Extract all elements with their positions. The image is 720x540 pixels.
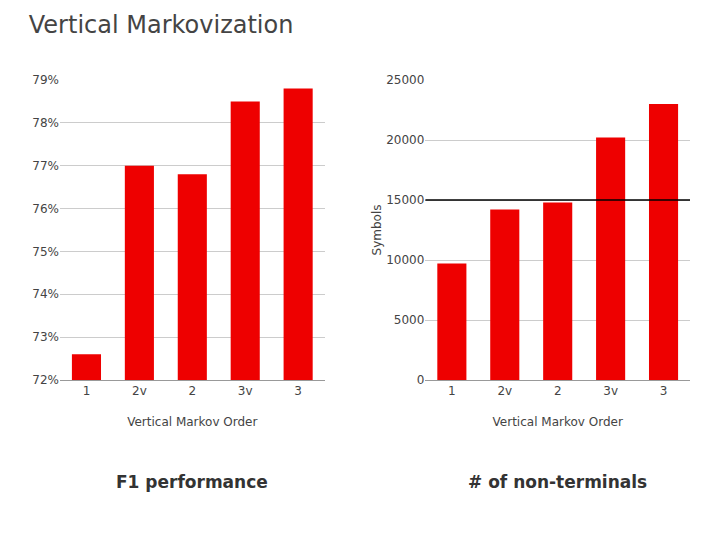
svg-text:75%: 75%	[32, 245, 59, 259]
svg-text:5000: 5000	[394, 313, 425, 327]
svg-text:3: 3	[294, 384, 302, 398]
svg-text:2v: 2v	[497, 384, 512, 398]
svg-text:73%: 73%	[32, 330, 59, 344]
svg-text:2v: 2v	[132, 384, 147, 398]
svg-text:15000: 15000	[386, 193, 424, 207]
svg-text:79%: 79%	[32, 73, 59, 87]
svg-text:77%: 77%	[32, 159, 59, 173]
svg-text:Symbols: Symbols	[370, 205, 384, 256]
svg-text:72%: 72%	[32, 373, 59, 387]
svg-text:1: 1	[83, 384, 91, 398]
svg-text:3: 3	[660, 384, 668, 398]
svg-text:76%: 76%	[32, 202, 59, 216]
svg-text:74%: 74%	[32, 287, 59, 301]
svg-text:3v: 3v	[238, 384, 253, 398]
svg-text:2: 2	[554, 384, 562, 398]
svg-text:0: 0	[417, 373, 425, 387]
svg-text:1: 1	[448, 384, 456, 398]
svg-text:F1 performance: F1 performance	[116, 472, 268, 492]
svg-text:# of non-terminals: # of non-terminals	[468, 472, 647, 492]
svg-text:3v: 3v	[603, 384, 618, 398]
svg-text:Vertical Markov Order: Vertical Markov Order	[127, 415, 257, 429]
svg-text:Vertical Markovization: Vertical Markovization	[29, 11, 294, 39]
svg-text:25000: 25000	[386, 73, 424, 87]
svg-text:20000: 20000	[386, 133, 424, 147]
svg-text:Vertical Markov Order: Vertical Markov Order	[493, 415, 623, 429]
svg-text:10000: 10000	[386, 253, 424, 267]
svg-text:78%: 78%	[32, 116, 59, 130]
svg-text:2: 2	[188, 384, 196, 398]
